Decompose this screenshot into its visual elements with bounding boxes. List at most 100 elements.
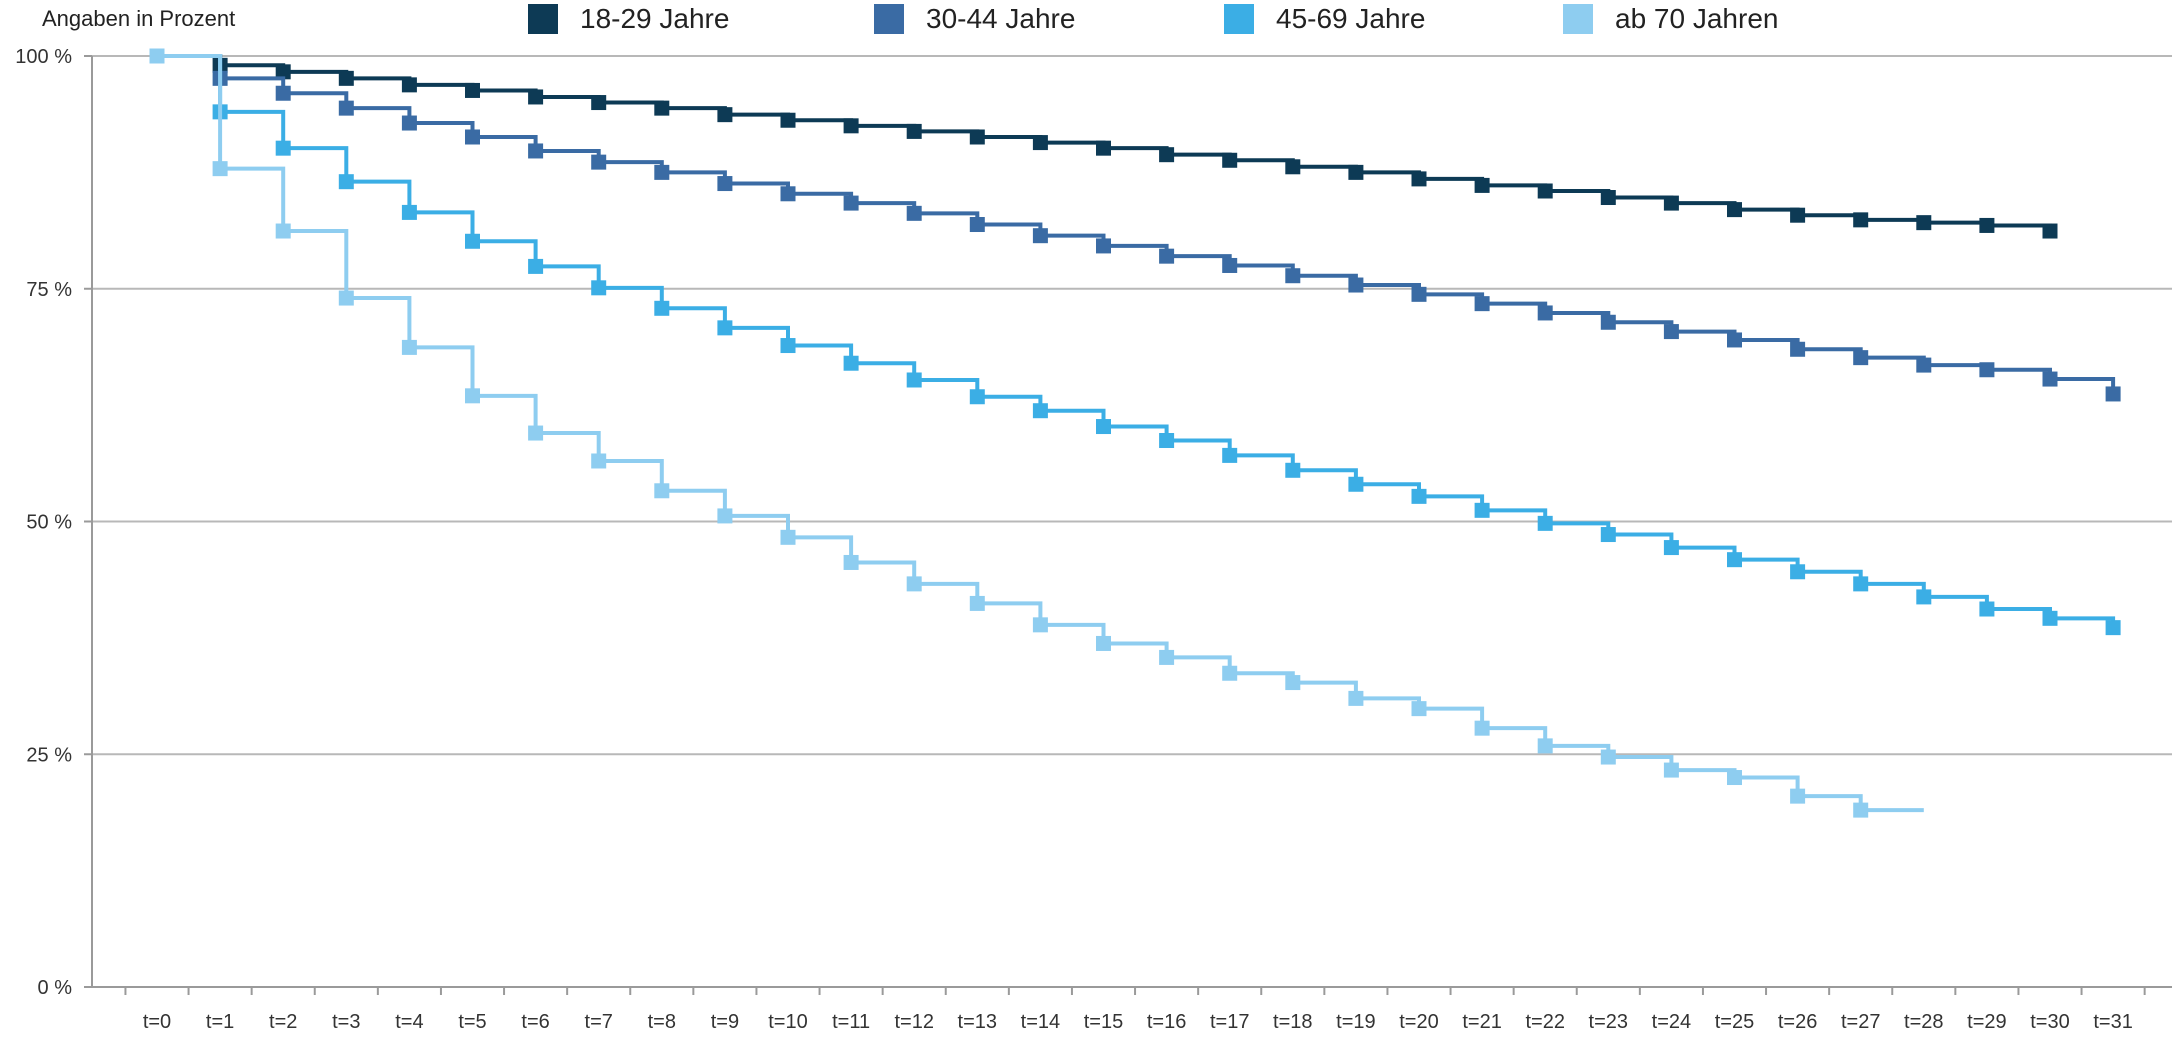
x-tick-label: t=2: [269, 1011, 297, 1033]
data-point: [1159, 147, 1175, 163]
x-tick-label: t=7: [585, 1011, 613, 1033]
data-point: [1853, 212, 1869, 228]
data-point: [338, 70, 354, 86]
data-point: [1348, 690, 1364, 706]
data-point: [275, 85, 291, 101]
data-point: [1096, 419, 1111, 435]
data-point: [969, 217, 985, 233]
x-tick-label: t=6: [521, 1011, 549, 1033]
legend-label: 45-69 Jahre: [1276, 3, 1425, 34]
data-point: [1853, 802, 1869, 818]
data-point: [1096, 238, 1111, 254]
data-point: [1916, 215, 1932, 231]
data-point: [2105, 386, 2121, 402]
x-tick-label: t=31: [2093, 1011, 2132, 1033]
data-point: [1222, 152, 1238, 168]
data-point: [843, 195, 859, 211]
series-group: [149, 48, 2121, 818]
data-point: [1222, 257, 1238, 273]
data-point: [528, 89, 544, 105]
data-point: [1727, 202, 1742, 218]
data-point: [1411, 701, 1427, 717]
series-45-69-jahre: [149, 48, 2121, 636]
data-point: [275, 64, 291, 80]
data-point: [654, 164, 670, 180]
data-point: [1790, 564, 1806, 580]
data-point: [1853, 576, 1869, 592]
legend-item: 18-29 Jahre: [528, 3, 729, 34]
legend-swatch: [874, 4, 904, 34]
data-point: [465, 233, 480, 249]
data-point: [843, 355, 859, 371]
y-tick-label: 100 %: [15, 46, 72, 68]
y-tick-label: 0 %: [38, 977, 73, 999]
data-point: [275, 223, 291, 239]
data-point: [338, 100, 354, 116]
legend-label: 18-29 Jahre: [580, 3, 729, 34]
data-point: [1727, 552, 1742, 568]
y-tick-labels: 0 % 25 % 50 % 75 % 100 %: [15, 46, 72, 999]
data-point: [1222, 665, 1238, 681]
x-tick-label: t=27: [1841, 1011, 1880, 1033]
x-tick-label: t=30: [2030, 1011, 2069, 1033]
data-point: [2042, 610, 2058, 626]
data-point: [1285, 462, 1301, 478]
data-point: [2105, 620, 2121, 636]
legend: 18-29 Jahre 30-44 Jahre 45-69 Jahre ab 70 J…: [528, 3, 1778, 34]
data-point: [654, 100, 670, 116]
data-point: [906, 372, 922, 388]
legend-swatch: [1224, 4, 1254, 34]
x-tick-labels: t=0 t=1 t=2 t=3 t=4 t=5 t=6 t=7 t=8 t=9 t=10 t=11 t=…: [143, 1011, 2133, 1033]
data-point: [1790, 207, 1806, 223]
data-point: [1348, 277, 1364, 293]
x-tick-label: t=14: [1021, 1011, 1060, 1033]
legend-item: 30-44 Jahre: [874, 3, 1075, 34]
data-point: [1411, 286, 1427, 302]
data-point: [2042, 223, 2058, 239]
data-point: [843, 118, 859, 134]
series-line: [157, 54, 2116, 394]
data-point: [1537, 515, 1553, 531]
x-tick-label: t=19: [1336, 1011, 1375, 1033]
series-30-44-jahre: [149, 48, 2121, 402]
x-tick-label: t=1: [206, 1011, 234, 1033]
x-tick-label: t=25: [1715, 1011, 1754, 1033]
data-point: [149, 48, 165, 64]
data-point: [1159, 433, 1175, 449]
data-point: [528, 258, 544, 274]
data-point: [1916, 357, 1932, 373]
data-point: [591, 95, 607, 111]
data-point: [1411, 488, 1427, 504]
x-tick-label: t=16: [1147, 1011, 1186, 1033]
data-point: [401, 204, 417, 220]
data-point: [717, 107, 733, 123]
data-point: [1222, 447, 1238, 463]
gridlines: [92, 55, 2172, 756]
data-point: [1600, 190, 1616, 206]
x-tick-label: t=13: [958, 1011, 997, 1033]
data-point: [528, 143, 544, 159]
data-point: [591, 154, 607, 170]
data-point: [906, 576, 922, 592]
data-point: [1032, 228, 1048, 244]
data-point: [1663, 195, 1679, 211]
data-point: [401, 77, 417, 93]
data-point: [1285, 159, 1301, 175]
x-tick-label: t=9: [711, 1011, 739, 1033]
x-tick-label: t=11: [832, 1011, 870, 1033]
series-line: [157, 54, 1924, 813]
x-tick-label: t=28: [1904, 1011, 1943, 1033]
data-point: [1285, 268, 1301, 284]
data-point: [1979, 362, 1995, 378]
x-tick-label: t=8: [648, 1011, 676, 1033]
data-point: [1727, 332, 1742, 348]
data-point: [717, 320, 733, 336]
data-point: [1600, 527, 1616, 543]
data-point: [969, 595, 985, 611]
y-tick-label: 25 %: [26, 744, 72, 766]
data-point: [528, 425, 544, 441]
data-point: [969, 129, 985, 145]
data-point: [1032, 617, 1048, 633]
data-point: [1979, 601, 1995, 617]
data-point: [1663, 540, 1679, 556]
